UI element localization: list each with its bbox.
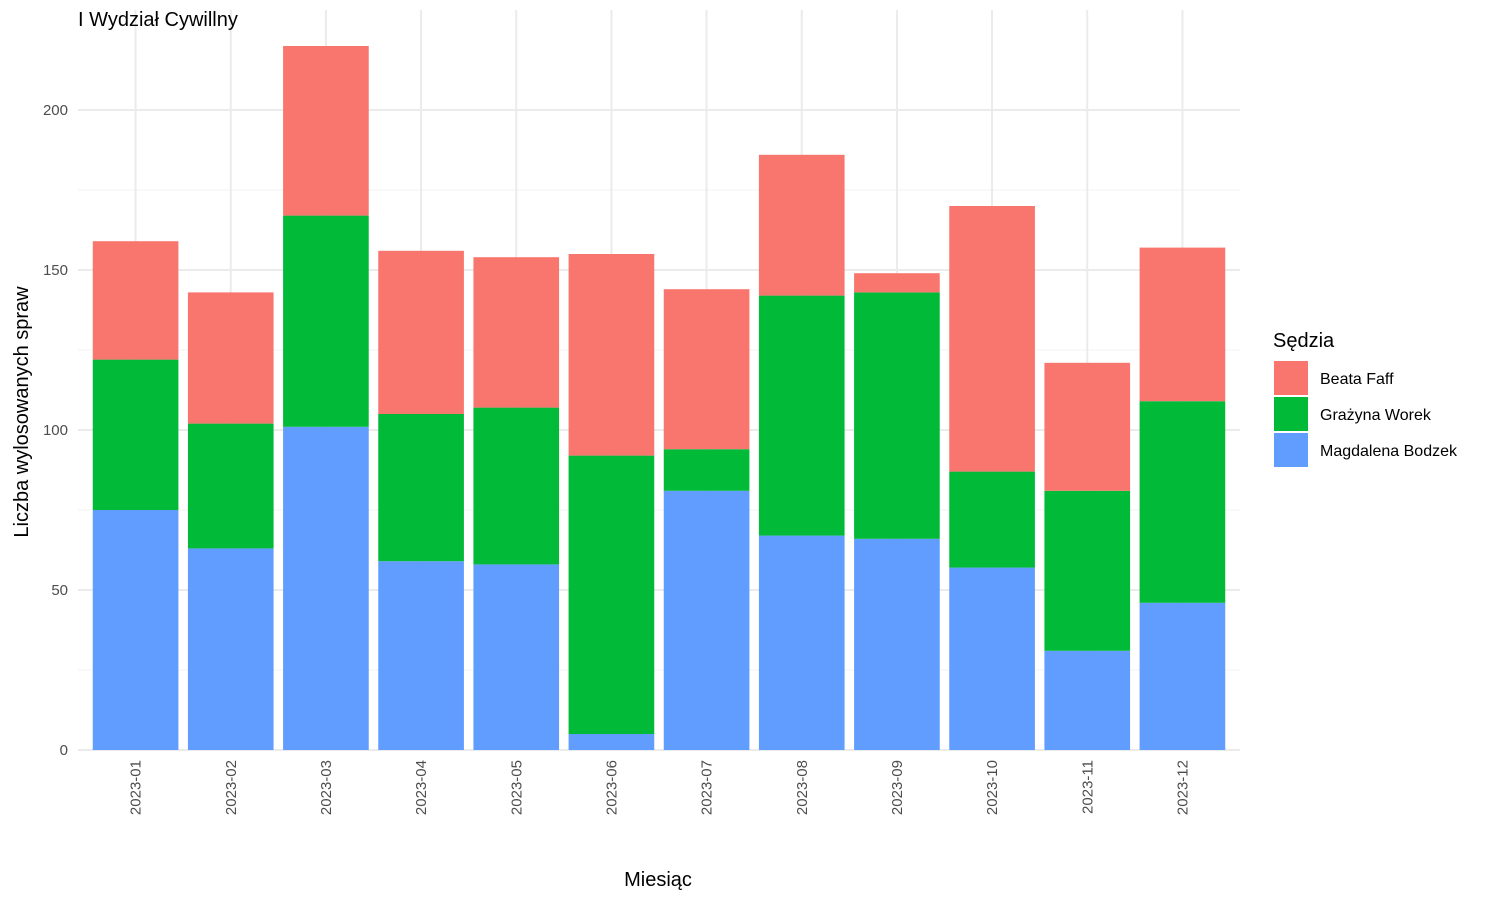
bar-segment bbox=[854, 538, 940, 750]
bar-segment bbox=[663, 289, 750, 450]
bar-segment bbox=[283, 215, 369, 427]
bar-segment bbox=[1139, 401, 1226, 603]
bar-segment bbox=[283, 46, 369, 216]
bar-segment bbox=[1044, 650, 1131, 750]
x-tick-label: 2023-08 bbox=[794, 760, 811, 815]
bar-segment bbox=[92, 359, 179, 510]
bar-segment bbox=[854, 292, 940, 539]
bar-segment bbox=[378, 414, 464, 562]
x-tick-label: 2023-10 bbox=[984, 760, 1001, 815]
legend-label: Magdalena Bodzek bbox=[1320, 443, 1458, 460]
x-tick-label: 2023-01 bbox=[128, 760, 145, 815]
x-tick-label: 2023-05 bbox=[508, 760, 525, 815]
bar-segment bbox=[187, 292, 274, 424]
chart-title: I Wydział Cywillny bbox=[78, 9, 238, 31]
x-tick-label: 2023-11 bbox=[1079, 760, 1096, 814]
x-tick-label: 2023-02 bbox=[223, 760, 240, 815]
x-axis-title: Miesiąc bbox=[624, 869, 692, 891]
bar-segment bbox=[568, 455, 655, 734]
x-tick-label: 2023-04 bbox=[413, 760, 430, 815]
legend-title: Sędzia bbox=[1273, 330, 1335, 352]
legend-label: Beata Faff bbox=[1320, 371, 1394, 388]
bar-segment bbox=[568, 734, 655, 750]
bar-segment bbox=[473, 564, 560, 750]
bar-segment bbox=[758, 535, 845, 750]
bar-segment bbox=[378, 250, 464, 414]
bar-segment bbox=[92, 241, 179, 360]
x-tick-label: 2023-06 bbox=[603, 760, 620, 815]
y-tick-label: 100 bbox=[43, 422, 68, 439]
x-tick-label: 2023-07 bbox=[699, 760, 716, 815]
bar-segment bbox=[758, 154, 845, 296]
legend-key bbox=[1274, 397, 1308, 431]
x-tick-label: 2023-09 bbox=[889, 760, 906, 815]
x-tick-label: 2023-12 bbox=[1174, 760, 1191, 815]
bar-segment bbox=[758, 295, 845, 536]
bar-segment bbox=[568, 254, 655, 456]
legend: Sędzia Beata Faff Grażyna Worek Magdalena … bbox=[1273, 330, 1458, 467]
bar-segment bbox=[949, 567, 1035, 750]
bar-segment bbox=[663, 490, 750, 750]
bar-segment bbox=[378, 561, 464, 750]
bar-segment bbox=[949, 471, 1035, 568]
bar-segment bbox=[283, 426, 369, 750]
y-axis-title: Liczba wylosowanych spraw bbox=[11, 286, 33, 538]
bar-segment bbox=[473, 257, 560, 408]
x-tick-label: 2023-03 bbox=[318, 760, 335, 815]
legend-label: Grażyna Worek bbox=[1320, 407, 1432, 424]
bar-segment bbox=[1044, 490, 1131, 651]
legend-key bbox=[1274, 433, 1308, 467]
y-axis-ticks: 0 50 100 150 200 bbox=[43, 102, 68, 759]
bar-segment bbox=[1139, 247, 1226, 402]
x-axis-ticks: 2023-01 2023-02 2023-03 2023-04 2023-05 2023-… bbox=[128, 760, 1192, 815]
bar-segment bbox=[187, 423, 274, 549]
bar-segment bbox=[1139, 602, 1226, 750]
bar-segment bbox=[1044, 362, 1131, 491]
legend-key bbox=[1274, 361, 1308, 395]
bar-segment bbox=[854, 273, 940, 293]
bars bbox=[92, 46, 1226, 750]
bar-segment bbox=[949, 206, 1035, 472]
y-tick-label: 150 bbox=[43, 262, 68, 279]
bar-segment bbox=[187, 548, 274, 750]
y-tick-label: 200 bbox=[43, 102, 68, 119]
y-tick-label: 50 bbox=[51, 582, 68, 599]
bar-segment bbox=[663, 449, 750, 491]
bar-segment bbox=[92, 510, 179, 750]
bar-segment bbox=[473, 407, 560, 565]
y-tick-label: 0 bbox=[60, 742, 68, 759]
